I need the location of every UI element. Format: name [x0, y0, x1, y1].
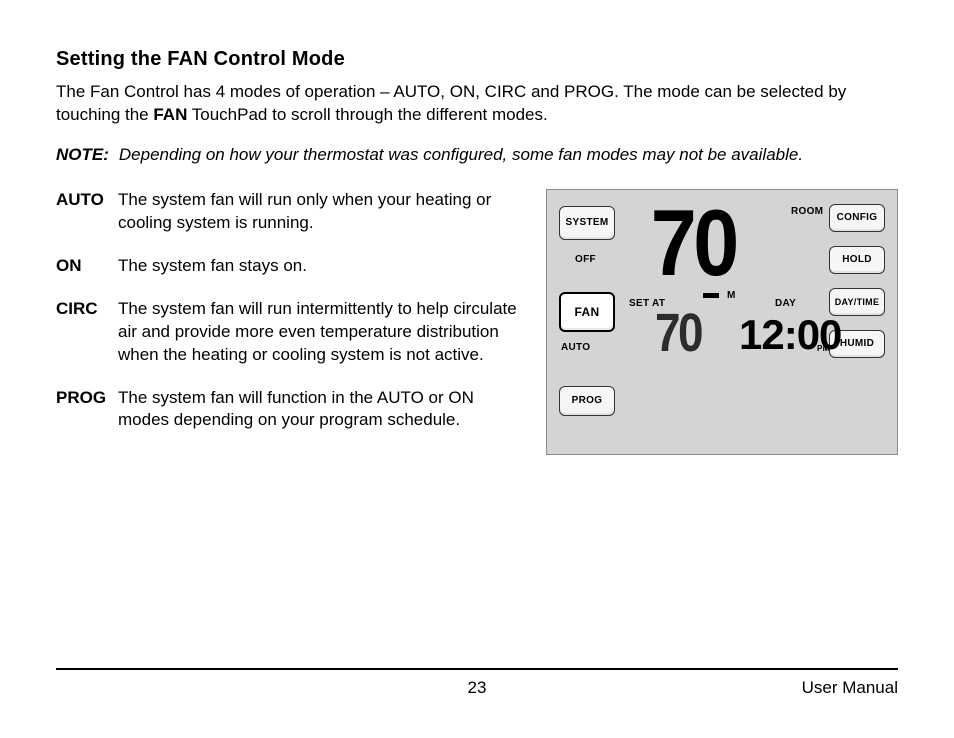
note-line: NOTE: Depending on how your thermostat wa… — [56, 145, 898, 165]
auto-label: AUTO — [561, 342, 590, 353]
mode-name: PROG — [56, 387, 118, 410]
segment-bar-icon — [703, 293, 719, 298]
hold-button[interactable]: HOLD — [829, 246, 885, 274]
note-label: NOTE: — [56, 145, 109, 164]
mode-item: AUTO The system fan will run only when y… — [56, 189, 528, 235]
intro-paragraph: The Fan Control has 4 modes of operation… — [56, 81, 898, 127]
room-temp-display: 70 — [651, 196, 736, 290]
system-button[interactable]: SYSTEM — [559, 206, 615, 240]
thermostat-panel: SYSTEM OFF FAN AUTO PROG CONFIG HOLD DAY… — [546, 189, 898, 455]
manual-page: Setting the FAN Control Mode The Fan Con… — [0, 0, 954, 738]
mode-item: ON The system fan stays on. — [56, 255, 528, 278]
mode-item: CIRC The system fan will run intermitten… — [56, 298, 528, 367]
mode-desc: The system fan stays on. — [118, 255, 307, 278]
time-display: 12:00 — [739, 314, 841, 356]
off-label: OFF — [575, 254, 596, 265]
intro-text-2: TouchPad to scroll through the different… — [187, 105, 547, 124]
set-temp-display: 70 — [655, 306, 701, 360]
page-number: 23 — [56, 678, 898, 698]
mode-desc: The system fan will run intermittently t… — [118, 298, 528, 367]
content-row: AUTO The system fan will run only when y… — [56, 189, 898, 455]
mode-name: ON — [56, 255, 118, 278]
note-text: Depending on how your thermostat was con… — [119, 145, 803, 164]
intro-bold: FAN — [153, 105, 187, 124]
prog-button[interactable]: PROG — [559, 386, 615, 416]
mode-name: CIRC — [56, 298, 118, 321]
day-label: DAY — [775, 298, 796, 309]
page-footer: 23 User Manual — [56, 668, 898, 698]
mode-desc: The system fan will function in the AUTO… — [118, 387, 528, 433]
mode-list: AUTO The system fan will run only when y… — [56, 189, 528, 433]
mode-desc: The system fan will run only when your h… — [118, 189, 528, 235]
thermostat-figure: SYSTEM OFF FAN AUTO PROG CONFIG HOLD DAY… — [546, 189, 898, 455]
config-button[interactable]: CONFIG — [829, 204, 885, 232]
mode-name: AUTO — [56, 189, 118, 212]
room-label: ROOM — [791, 206, 823, 217]
fan-button[interactable]: FAN — [559, 292, 615, 332]
section-heading: Setting the FAN Control Mode — [56, 48, 898, 71]
mode-item: PROG The system fan will function in the… — [56, 387, 528, 433]
